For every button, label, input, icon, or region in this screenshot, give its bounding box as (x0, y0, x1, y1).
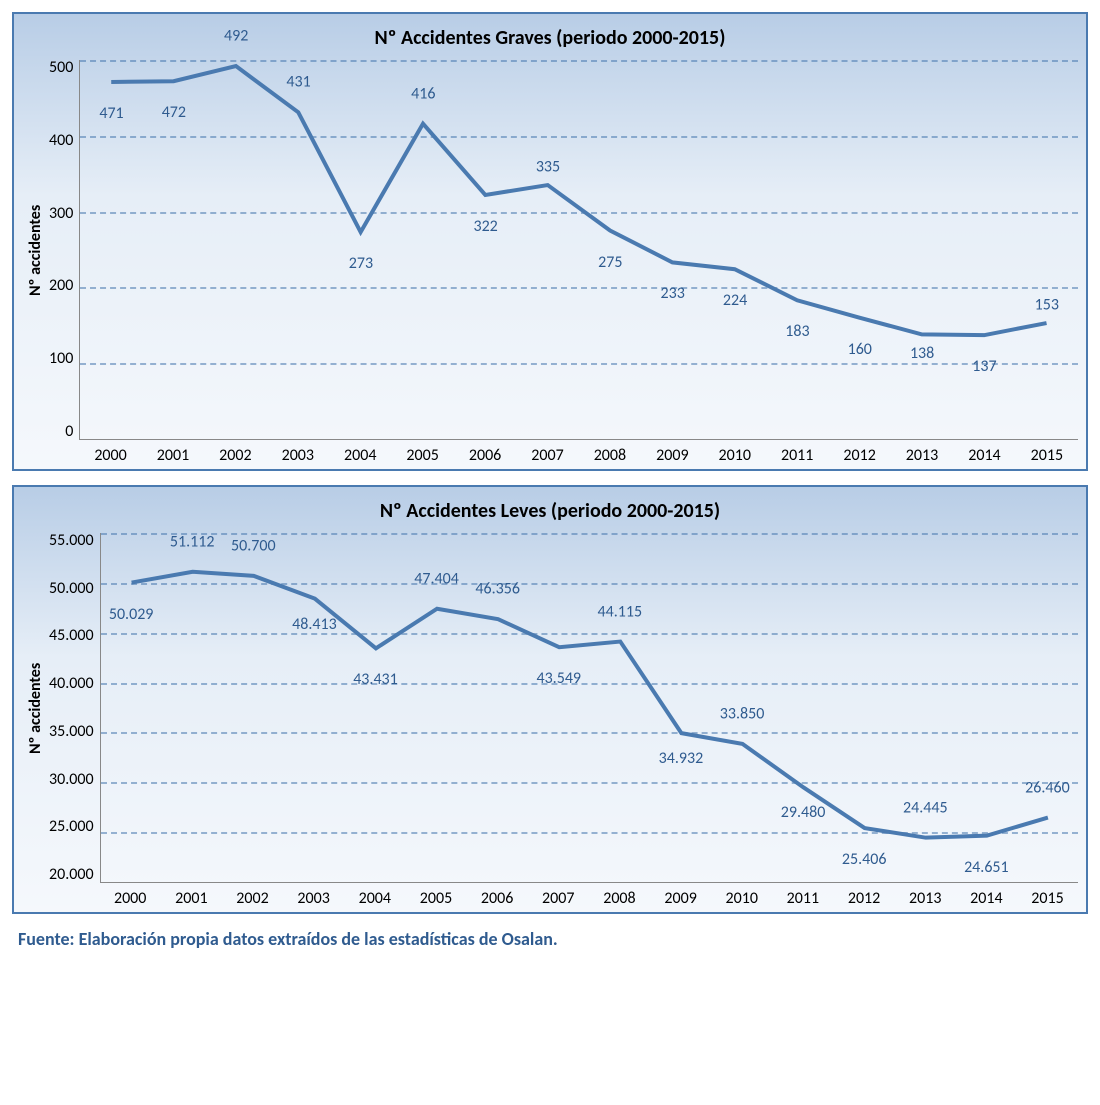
x-axis: 2000200120022003200420052006200720082009… (79, 440, 1078, 465)
data-label: 24.445 (903, 798, 948, 817)
y-tick-label: 30.000 (49, 772, 94, 788)
x-tick-label: 2013 (895, 889, 956, 908)
y-axis: 500 400 300 200 100 0 (49, 60, 79, 440)
y-tick-label: 0 (65, 424, 73, 440)
data-label: 50.700 (231, 536, 276, 555)
x-tick-label: 2008 (589, 889, 650, 908)
y-tick-label: 400 (49, 133, 73, 149)
y-tick-label: 55.000 (49, 533, 94, 549)
data-label: 472 (162, 103, 186, 122)
x-tick-label: 2000 (100, 889, 161, 908)
y-tick-label: 50.000 (49, 581, 94, 597)
y-axis: 55.000 50.000 45.000 40.000 35.000 30.000 25.0… (49, 533, 100, 883)
x-tick-label: 2012 (828, 446, 890, 465)
x-tick-label: 2005 (405, 889, 466, 908)
data-label: 50.029 (109, 605, 154, 624)
data-label: 29.480 (781, 803, 826, 822)
data-label: 43.549 (536, 669, 581, 688)
data-label: 138 (910, 344, 934, 363)
data-label: 43.431 (353, 670, 398, 689)
x-tick-label: 2002 (204, 446, 266, 465)
x-tick-label: 2015 (1016, 446, 1078, 465)
x-tick-label: 2008 (579, 446, 641, 465)
y-axis-label: Nº accidentes (22, 533, 49, 883)
x-tick-label: 2014 (953, 446, 1015, 465)
x-tick-label: 2009 (650, 889, 711, 908)
data-label: 47.404 (414, 569, 459, 588)
y-tick-label: 25.000 (49, 819, 94, 835)
data-label: 153 (1035, 296, 1059, 315)
data-label: 471 (99, 104, 123, 123)
data-label: 275 (598, 253, 622, 272)
data-label: 160 (848, 340, 872, 359)
x-tick-label: 2011 (766, 446, 828, 465)
x-tick-label: 2007 (516, 446, 578, 465)
x-tick-label: 2007 (528, 889, 589, 908)
chart-title: Nº Accidentes Graves (periodo 2000-2015) (22, 26, 1078, 50)
x-tick-label: 2004 (344, 889, 405, 908)
y-tick-label: 35.000 (49, 724, 94, 740)
y-tick-label: 300 (49, 206, 73, 222)
data-label: 24.651 (964, 858, 1009, 877)
x-tick-label: 2014 (956, 889, 1017, 908)
x-tick-label: 2005 (391, 446, 453, 465)
chart-container-0: Nº Accidentes Graves (periodo 2000-2015)… (12, 12, 1088, 471)
x-tick-label: 2012 (833, 889, 894, 908)
data-label: 233 (661, 284, 685, 303)
x-tick-label: 2002 (222, 889, 283, 908)
x-tick-label: 2004 (329, 446, 391, 465)
data-label: 183 (785, 322, 809, 341)
data-label: 322 (473, 217, 497, 236)
data-label: 26.460 (1025, 778, 1070, 797)
data-label: 25.406 (842, 850, 887, 869)
data-label: 335 (536, 158, 560, 177)
x-tick-label: 2001 (142, 446, 204, 465)
data-label: 34.932 (659, 749, 704, 768)
x-tick-label: 2010 (704, 446, 766, 465)
x-tick-label: 2009 (641, 446, 703, 465)
y-axis-label: Nº accidentes (22, 60, 49, 440)
x-tick-label: 2001 (161, 889, 222, 908)
data-label: 51.112 (170, 532, 215, 551)
x-tick-label: 2015 (1017, 889, 1078, 908)
data-label: 137 (972, 357, 996, 376)
y-tick-label: 20.000 (49, 867, 94, 883)
chart-title: Nº Accidentes Leves (periodo 2000-2015) (22, 499, 1078, 523)
x-tick-label: 2011 (772, 889, 833, 908)
data-label: 431 (286, 73, 310, 92)
x-axis: 2000200120022003200420052006200720082009… (100, 883, 1078, 908)
x-tick-label: 2003 (283, 889, 344, 908)
plot-area: 4714724924312734163223352752332241831601… (79, 60, 1078, 440)
data-label: 273 (349, 254, 373, 273)
y-tick-label: 40.000 (49, 676, 94, 692)
x-tick-label: 2006 (454, 446, 516, 465)
line-series (101, 533, 1078, 882)
x-tick-label: 2006 (467, 889, 528, 908)
data-label: 224 (723, 291, 747, 310)
x-tick-label: 2010 (711, 889, 772, 908)
line-series (80, 60, 1078, 439)
x-tick-label: 2000 (79, 446, 141, 465)
data-label: 492 (224, 27, 248, 46)
data-label: 48.413 (292, 615, 337, 634)
chart-container-1: Nº Accidentes Leves (periodo 2000-2015) N… (12, 485, 1088, 914)
y-tick-label: 500 (49, 60, 73, 76)
source-caption: Fuente: Elaboración propia datos extraíd… (18, 928, 1088, 950)
plot-area: 50.029 51.112 50.700 48.413 43.431 47.404 46.3… (100, 533, 1078, 883)
data-label: 416 (411, 84, 435, 103)
y-tick-label: 200 (49, 278, 73, 294)
x-tick-label: 2003 (267, 446, 329, 465)
x-tick-label: 2013 (891, 446, 953, 465)
y-tick-label: 100 (49, 351, 73, 367)
y-tick-label: 45.000 (49, 628, 94, 644)
data-label: 46.356 (475, 580, 520, 599)
data-label: 44.115 (598, 602, 643, 621)
data-label: 33.850 (720, 704, 765, 723)
